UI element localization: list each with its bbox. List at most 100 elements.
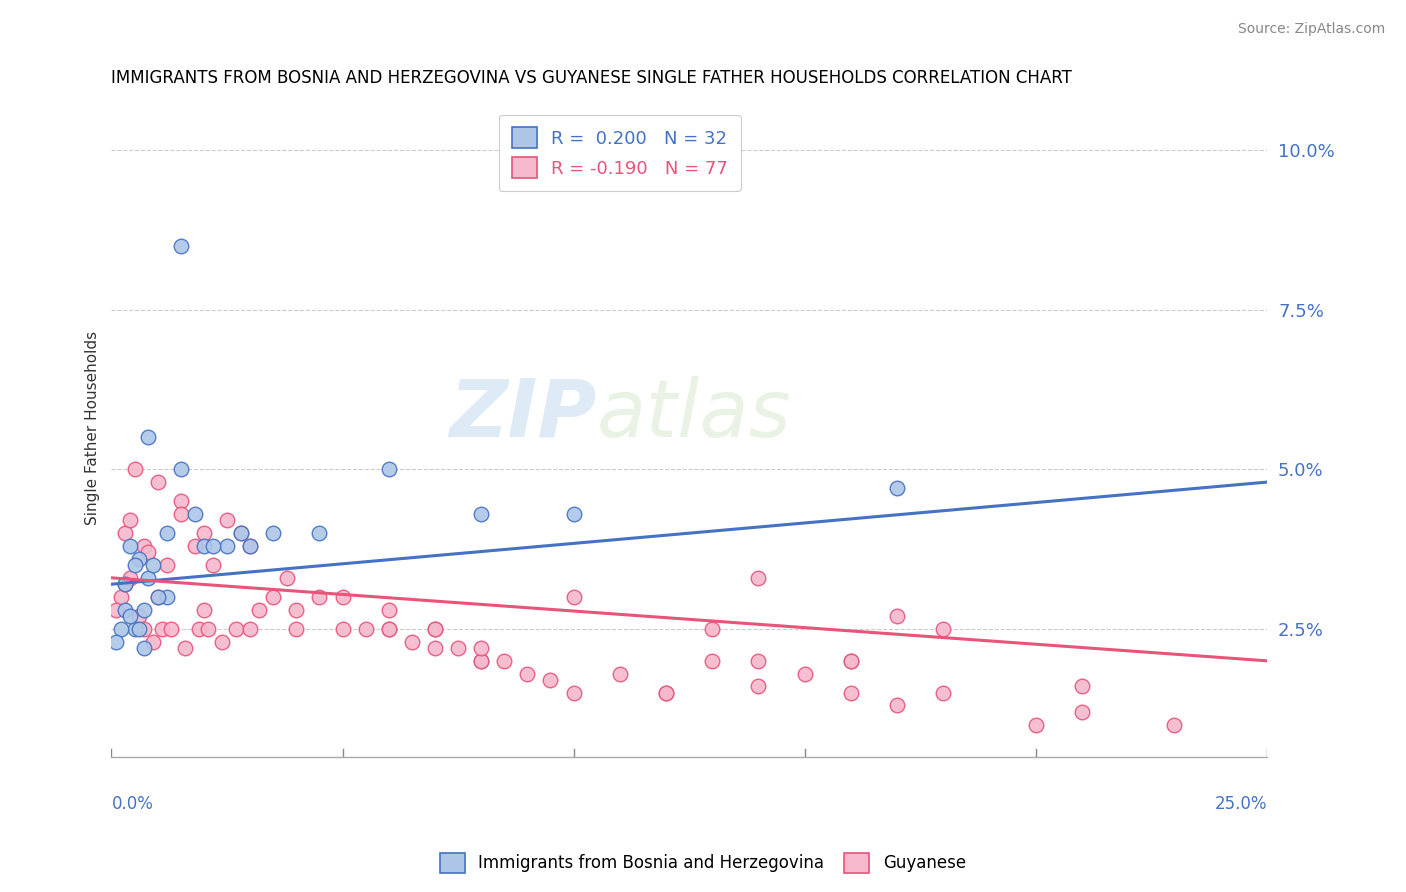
- Point: [401, 634, 423, 648]
- Point: [215, 539, 238, 553]
- Point: [332, 622, 354, 636]
- Point: [170, 239, 193, 253]
- Point: [118, 571, 141, 585]
- Point: [142, 634, 165, 648]
- Point: [932, 686, 955, 700]
- Point: [839, 686, 862, 700]
- Point: [1071, 679, 1094, 693]
- Point: [132, 641, 155, 656]
- Point: [839, 654, 862, 668]
- Point: [747, 679, 769, 693]
- Point: [262, 526, 284, 541]
- Text: 25.0%: 25.0%: [1215, 795, 1267, 813]
- Point: [793, 666, 815, 681]
- Point: [188, 622, 211, 636]
- Point: [423, 622, 446, 636]
- Point: [193, 603, 215, 617]
- Point: [142, 558, 165, 573]
- Point: [110, 622, 132, 636]
- Point: [470, 507, 492, 521]
- Point: [229, 526, 252, 541]
- Point: [160, 622, 183, 636]
- Point: [562, 590, 585, 604]
- Point: [105, 603, 128, 617]
- Point: [377, 622, 399, 636]
- Point: [702, 654, 724, 668]
- Point: [702, 622, 724, 636]
- Point: [118, 513, 141, 527]
- Point: [285, 622, 308, 636]
- Point: [1071, 705, 1094, 719]
- Point: [156, 590, 179, 604]
- Point: [138, 571, 160, 585]
- Point: [124, 462, 146, 476]
- Point: [747, 654, 769, 668]
- Point: [247, 603, 270, 617]
- Text: 0.0%: 0.0%: [111, 795, 153, 813]
- Point: [138, 545, 160, 559]
- Point: [1025, 717, 1047, 731]
- Point: [128, 622, 150, 636]
- Point: [174, 641, 197, 656]
- Point: [114, 577, 136, 591]
- Text: ZIP: ZIP: [450, 376, 596, 454]
- Point: [377, 622, 399, 636]
- Point: [609, 666, 631, 681]
- Point: [124, 558, 146, 573]
- Point: [114, 603, 136, 617]
- Point: [1163, 717, 1185, 731]
- Point: [211, 634, 233, 648]
- Point: [138, 430, 160, 444]
- Point: [886, 698, 908, 713]
- Point: [377, 462, 399, 476]
- Point: [377, 603, 399, 617]
- Legend: Immigrants from Bosnia and Herzegovina, Guyanese: Immigrants from Bosnia and Herzegovina, …: [433, 847, 973, 880]
- Point: [839, 654, 862, 668]
- Y-axis label: Single Father Households: Single Father Households: [86, 331, 100, 524]
- Point: [183, 507, 205, 521]
- Point: [932, 622, 955, 636]
- Point: [132, 622, 155, 636]
- Point: [156, 526, 179, 541]
- Point: [516, 666, 538, 681]
- Text: Source: ZipAtlas.com: Source: ZipAtlas.com: [1237, 22, 1385, 37]
- Point: [470, 654, 492, 668]
- Point: [197, 622, 219, 636]
- Text: IMMIGRANTS FROM BOSNIA AND HERZEGOVINA VS GUYANESE SINGLE FATHER HOUSEHOLDS CORR: IMMIGRANTS FROM BOSNIA AND HERZEGOVINA V…: [111, 69, 1073, 87]
- Point: [170, 462, 193, 476]
- Point: [105, 634, 128, 648]
- Point: [308, 526, 330, 541]
- Point: [110, 590, 132, 604]
- Point: [262, 590, 284, 604]
- Point: [562, 686, 585, 700]
- Point: [540, 673, 562, 687]
- Point: [562, 507, 585, 521]
- Point: [146, 475, 169, 489]
- Point: [193, 526, 215, 541]
- Point: [747, 571, 769, 585]
- Point: [118, 609, 141, 624]
- Point: [128, 609, 150, 624]
- Point: [114, 577, 136, 591]
- Point: [132, 603, 155, 617]
- Point: [118, 539, 141, 553]
- Point: [239, 622, 262, 636]
- Point: [150, 622, 173, 636]
- Point: [470, 654, 492, 668]
- Point: [447, 641, 470, 656]
- Point: [170, 494, 193, 508]
- Point: [276, 571, 298, 585]
- Point: [202, 539, 225, 553]
- Point: [229, 526, 252, 541]
- Point: [215, 513, 238, 527]
- Point: [655, 686, 678, 700]
- Point: [886, 609, 908, 624]
- Point: [423, 641, 446, 656]
- Point: [494, 654, 516, 668]
- Point: [470, 641, 492, 656]
- Point: [124, 622, 146, 636]
- Point: [308, 590, 330, 604]
- Point: [886, 482, 908, 496]
- Point: [332, 590, 354, 604]
- Point: [170, 507, 193, 521]
